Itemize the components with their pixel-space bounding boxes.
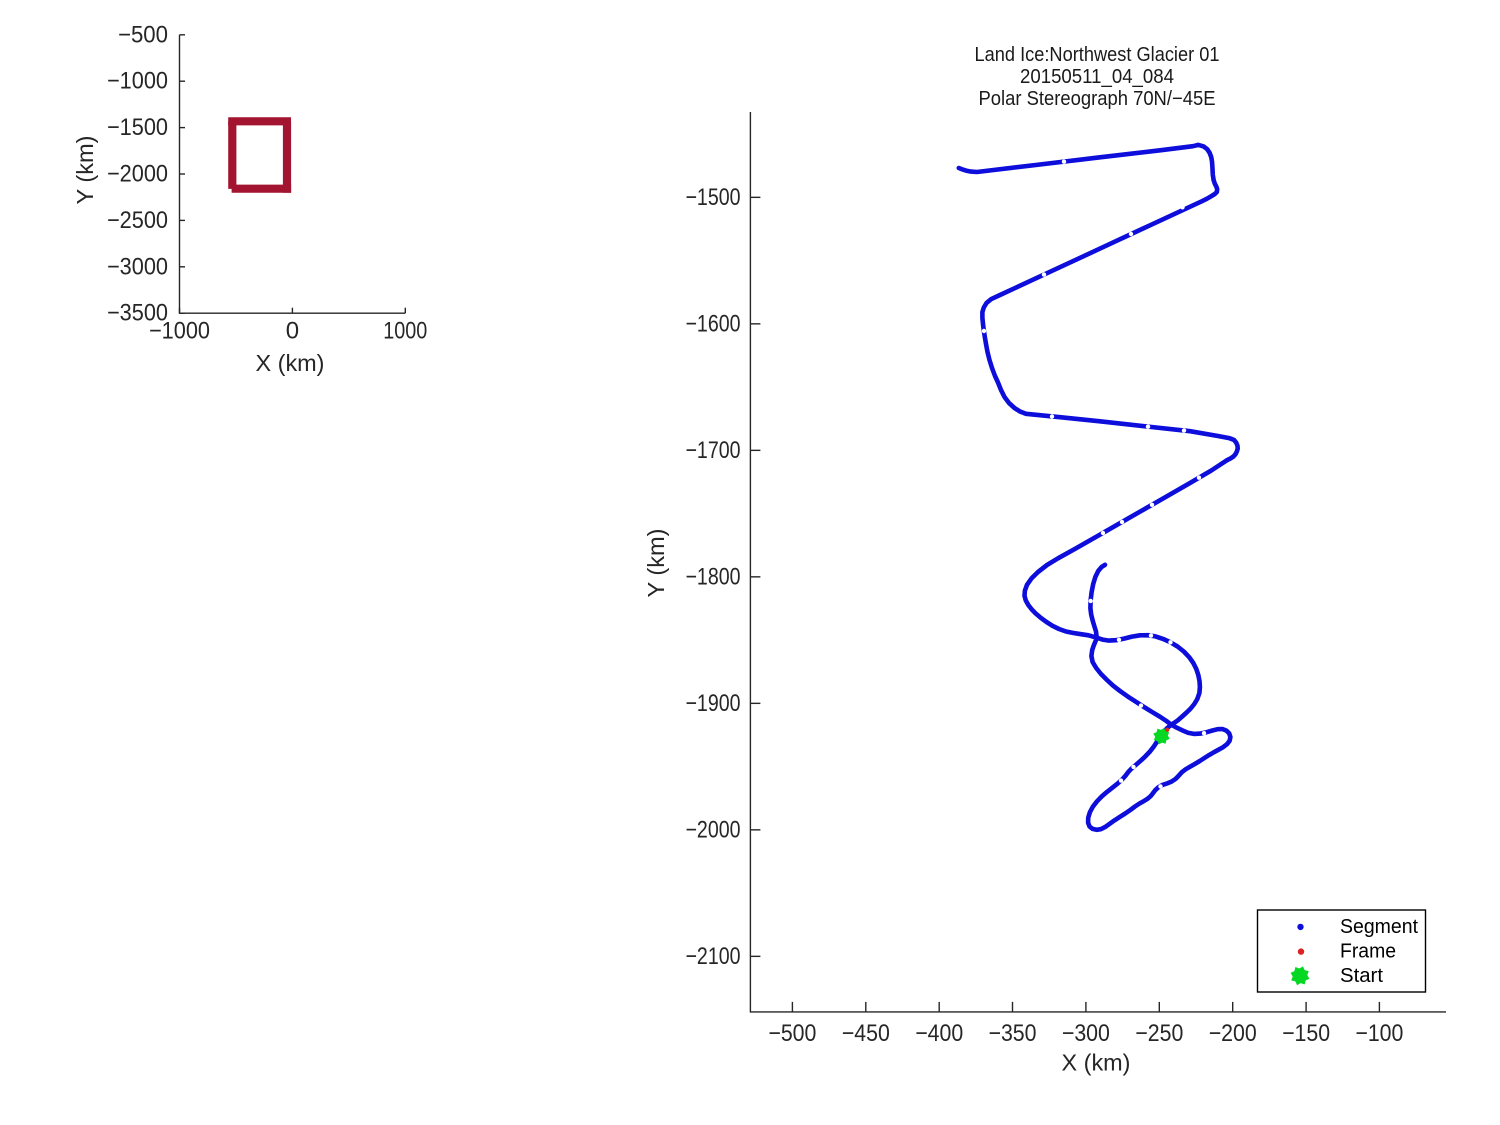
svg-text:−150: −150 [1282, 1020, 1330, 1047]
svg-text:−1900: −1900 [686, 690, 741, 717]
svg-text:X (km): X (km) [1062, 1050, 1131, 1076]
svg-text:−300: −300 [1062, 1020, 1110, 1047]
svg-text:−500: −500 [118, 21, 168, 48]
svg-text:−2000: −2000 [686, 816, 741, 843]
svg-text:−400: −400 [915, 1020, 963, 1047]
svg-text:−1600: −1600 [686, 310, 741, 337]
svg-text:−250: −250 [1135, 1020, 1183, 1047]
svg-text:−350: −350 [989, 1020, 1037, 1047]
svg-text:20150511_04_084: 20150511_04_084 [1020, 66, 1174, 88]
svg-text:−2500: −2500 [107, 207, 168, 234]
svg-text:1000: 1000 [383, 318, 427, 345]
svg-text:−2100: −2100 [686, 943, 741, 970]
svg-text:−1000: −1000 [149, 318, 210, 345]
svg-text:0: 0 [286, 318, 299, 345]
svg-text:X (km): X (km) [256, 350, 325, 376]
svg-text:Segment: Segment [1340, 916, 1418, 938]
svg-text:Y (km): Y (km) [72, 136, 98, 205]
svg-text:−3000: −3000 [107, 253, 168, 280]
svg-text:−1800: −1800 [686, 563, 741, 590]
svg-text:Y (km): Y (km) [643, 529, 669, 598]
svg-text:−2000: −2000 [107, 161, 168, 188]
svg-text:Polar Stereograph 70N/−45E: Polar Stereograph 70N/−45E [979, 88, 1216, 110]
svg-text:−3500: −3500 [107, 300, 168, 327]
svg-text:−1500: −1500 [686, 184, 741, 211]
svg-text:Start: Start [1340, 965, 1383, 987]
svg-text:Frame: Frame [1340, 941, 1396, 963]
svg-text:−100: −100 [1355, 1020, 1403, 1047]
svg-text:−450: −450 [842, 1020, 890, 1047]
svg-text:Land Ice:Northwest Glacier 01: Land Ice:Northwest Glacier 01 [975, 44, 1220, 66]
svg-text:−1700: −1700 [686, 437, 741, 464]
svg-text:−500: −500 [768, 1020, 816, 1047]
svg-text:−200: −200 [1209, 1020, 1257, 1047]
svg-text:−1500: −1500 [107, 114, 168, 141]
svg-text:−1000: −1000 [107, 68, 168, 95]
